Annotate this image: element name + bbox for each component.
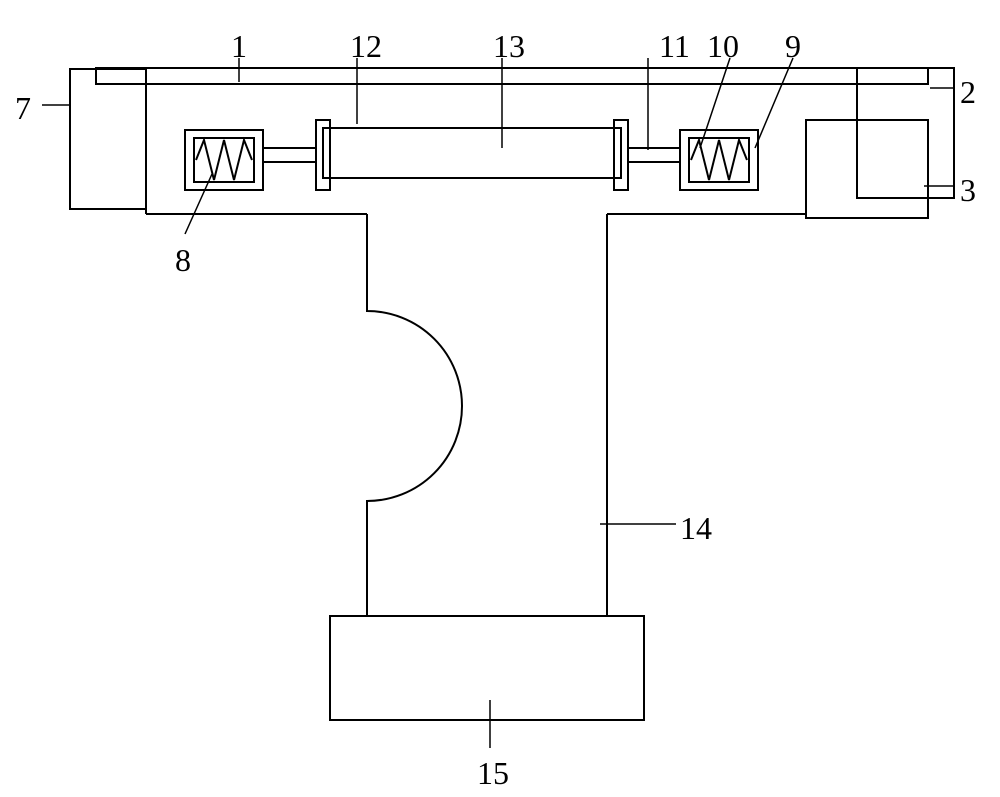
label-14: 14 bbox=[680, 510, 712, 547]
label-1: 1 bbox=[231, 28, 247, 65]
left-spring-box bbox=[185, 130, 263, 190]
label-12: 12 bbox=[350, 28, 382, 65]
bottom-block bbox=[330, 616, 644, 720]
right-spring-box bbox=[680, 130, 758, 190]
technical-diagram bbox=[0, 0, 1000, 797]
top-bar bbox=[96, 68, 928, 84]
label-7: 7 bbox=[15, 90, 31, 127]
label-9: 9 bbox=[785, 28, 801, 65]
right-inner-block bbox=[806, 120, 928, 218]
right-rod bbox=[628, 148, 680, 162]
label-10: 10 bbox=[707, 28, 739, 65]
left-block bbox=[70, 69, 146, 209]
label-11: 11 bbox=[659, 28, 690, 65]
left-rod bbox=[263, 148, 316, 162]
main-body bbox=[146, 84, 806, 214]
center-slider bbox=[323, 128, 621, 178]
label-3: 3 bbox=[960, 172, 976, 209]
label-8: 8 bbox=[175, 242, 191, 279]
label-2: 2 bbox=[960, 74, 976, 111]
label-15: 15 bbox=[477, 755, 509, 792]
label-13: 13 bbox=[493, 28, 525, 65]
vertical-body bbox=[367, 214, 607, 616]
leader-lines bbox=[42, 58, 954, 748]
